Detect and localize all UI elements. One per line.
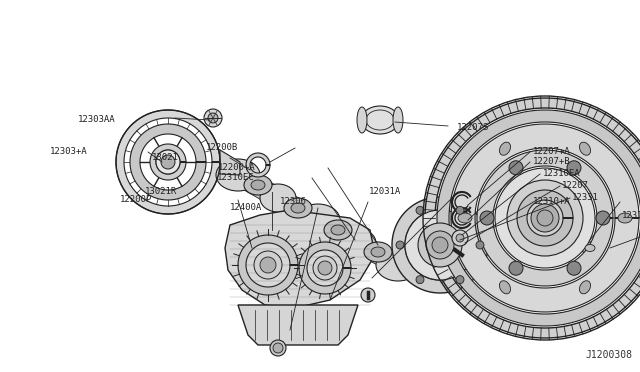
Ellipse shape — [284, 198, 312, 218]
Circle shape — [480, 211, 494, 225]
Text: 12310EC: 12310EC — [217, 173, 255, 183]
Ellipse shape — [296, 204, 340, 236]
Polygon shape — [517, 190, 573, 246]
Polygon shape — [150, 144, 186, 180]
Polygon shape — [313, 211, 363, 252]
Circle shape — [507, 180, 583, 256]
Text: 12303+A: 12303+A — [50, 148, 88, 157]
Ellipse shape — [216, 159, 260, 191]
Ellipse shape — [324, 220, 352, 240]
Ellipse shape — [364, 242, 392, 262]
Polygon shape — [353, 234, 403, 274]
Text: 13021R: 13021R — [145, 187, 177, 196]
Circle shape — [361, 288, 375, 302]
Polygon shape — [233, 166, 283, 207]
Polygon shape — [299, 242, 351, 294]
Polygon shape — [238, 305, 358, 345]
Text: 12207: 12207 — [562, 182, 589, 190]
Circle shape — [509, 161, 523, 175]
Polygon shape — [437, 110, 640, 326]
Text: 12200B: 12200B — [206, 144, 238, 153]
Circle shape — [531, 204, 559, 232]
Polygon shape — [451, 124, 639, 312]
Polygon shape — [246, 153, 270, 177]
Polygon shape — [220, 150, 240, 175]
Circle shape — [456, 234, 464, 242]
Circle shape — [452, 230, 468, 246]
Circle shape — [567, 161, 581, 175]
Ellipse shape — [618, 213, 632, 223]
Text: 12207S: 12207S — [457, 122, 489, 131]
Circle shape — [405, 210, 475, 280]
Text: 12400A: 12400A — [230, 203, 262, 212]
Polygon shape — [273, 189, 323, 229]
Circle shape — [418, 223, 462, 267]
Circle shape — [596, 211, 610, 225]
Polygon shape — [477, 150, 613, 286]
Text: 12331: 12331 — [572, 192, 599, 202]
Ellipse shape — [260, 184, 296, 212]
Text: 12310AA: 12310AA — [622, 211, 640, 219]
Ellipse shape — [585, 244, 595, 251]
Ellipse shape — [251, 180, 265, 190]
Polygon shape — [392, 197, 488, 293]
Text: 12207+B: 12207+B — [533, 157, 571, 167]
Ellipse shape — [244, 175, 272, 195]
Circle shape — [396, 241, 404, 249]
Circle shape — [161, 155, 175, 169]
Polygon shape — [238, 235, 298, 295]
Circle shape — [567, 261, 581, 275]
Text: 13021: 13021 — [152, 154, 179, 163]
Ellipse shape — [371, 247, 385, 257]
Circle shape — [208, 113, 218, 123]
Text: 12031A: 12031A — [369, 187, 401, 196]
Ellipse shape — [357, 107, 367, 133]
Circle shape — [495, 168, 595, 268]
Polygon shape — [225, 210, 375, 308]
Ellipse shape — [579, 281, 591, 294]
Text: 12207+A: 12207+A — [533, 148, 571, 157]
Circle shape — [456, 276, 464, 283]
Text: 12303AA: 12303AA — [78, 115, 116, 124]
Polygon shape — [130, 124, 206, 200]
Circle shape — [416, 206, 424, 214]
Ellipse shape — [458, 213, 472, 223]
Text: 12200P: 12200P — [120, 196, 152, 205]
Ellipse shape — [376, 249, 420, 281]
Ellipse shape — [579, 142, 591, 155]
Circle shape — [318, 261, 332, 275]
Ellipse shape — [291, 203, 305, 213]
Ellipse shape — [331, 225, 345, 235]
Text: 12306: 12306 — [280, 198, 307, 206]
Circle shape — [416, 276, 424, 283]
Text: 12310EA: 12310EA — [543, 170, 580, 179]
Circle shape — [156, 150, 180, 174]
Text: J1200308: J1200308 — [585, 350, 632, 360]
Circle shape — [509, 261, 523, 275]
Ellipse shape — [499, 142, 511, 155]
Text: 12200+A: 12200+A — [218, 164, 255, 173]
Ellipse shape — [499, 281, 511, 294]
Circle shape — [273, 343, 283, 353]
Circle shape — [260, 257, 276, 273]
Circle shape — [426, 231, 454, 259]
Ellipse shape — [393, 107, 403, 133]
Ellipse shape — [340, 229, 376, 257]
Circle shape — [270, 340, 286, 356]
Polygon shape — [116, 110, 220, 214]
Text: 12310+A: 12310+A — [533, 198, 571, 206]
Ellipse shape — [581, 242, 599, 254]
Ellipse shape — [361, 106, 399, 134]
Circle shape — [254, 251, 282, 279]
Circle shape — [432, 237, 448, 253]
Circle shape — [476, 241, 484, 249]
Circle shape — [313, 256, 337, 280]
Circle shape — [456, 206, 464, 214]
Polygon shape — [425, 98, 640, 338]
Circle shape — [537, 210, 553, 226]
Circle shape — [204, 109, 222, 127]
